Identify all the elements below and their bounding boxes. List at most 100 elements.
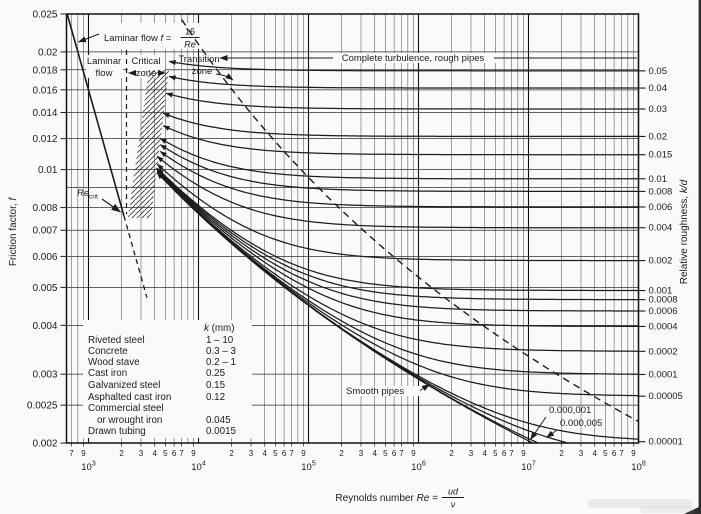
smooth-pipes-arrow <box>419 384 430 392</box>
x-decade-label: 104 <box>191 461 206 474</box>
y-right-tick-label: 0.02 <box>649 131 668 142</box>
x-minor-label: 7 <box>179 449 184 458</box>
x-minor-label: 5 <box>603 449 608 458</box>
y-left-tick-label: 0.01 <box>38 165 58 176</box>
y-right-tick-label: 0.01 <box>649 174 668 185</box>
complete-turbulence-label: Complete turbulence, rough pipes <box>342 53 485 64</box>
x-minor-label: 9 <box>81 449 86 458</box>
curve-kd-0.002 <box>156 163 639 262</box>
x-minor-label: 3 <box>139 449 144 458</box>
critical-zone-label: Critical <box>131 56 160 67</box>
critical-zone-hatch-band <box>128 70 169 218</box>
x-minor-label: 4 <box>593 449 598 458</box>
curve-kd-0.05 <box>168 60 639 72</box>
x-minor-label: 7 <box>289 449 294 458</box>
y-left-tick-label: 0.018 <box>32 65 57 76</box>
curve-kd-0.0004 <box>156 170 639 328</box>
kd-0000005-label: 0.000,005 <box>560 418 602 429</box>
laminar-zone-halo <box>86 55 123 78</box>
curve-kd-0.0006 <box>156 169 639 312</box>
curve-kd-0.03 <box>165 92 639 110</box>
x-minor-label: 3 <box>469 449 474 458</box>
curve-kd-0.001 <box>156 167 639 292</box>
x-decade-label: 108 <box>631 461 646 474</box>
x-minor-label: 2 <box>229 449 234 458</box>
scan-corner-nick <box>684 506 701 514</box>
y-left-tick-label: 0.016 <box>32 85 57 96</box>
critical-zone-label: zone <box>136 68 157 79</box>
kd-0000005-arrow <box>546 429 558 438</box>
curve-kd-0.0008 <box>156 168 639 301</box>
roughness-table-value: 0.2 – 1 <box>206 357 236 368</box>
y-left-tick-label: 0.005 <box>32 283 57 294</box>
y-right-tick-label: 0.00005 <box>649 391 683 402</box>
complete-turbulence-halo <box>330 53 496 63</box>
x-minor-label: 2 <box>119 449 124 458</box>
x-minor-label: 6 <box>282 449 287 458</box>
x-minor-label: 5 <box>493 449 498 458</box>
x-minor-label: 4 <box>263 449 268 458</box>
y-right-tick-label: 0.0004 <box>649 321 678 332</box>
x-minor-label: 3 <box>359 449 364 458</box>
curve-kd-0.02 <box>162 112 639 138</box>
roughness-table-material: Riveted steel <box>88 335 145 346</box>
smooth-pipes-label: Smooth pipes <box>346 386 404 397</box>
laminar-line <box>66 13 125 217</box>
roughness-table-halo <box>83 320 252 438</box>
x-minor-label: 3 <box>579 449 584 458</box>
transition-zone-label: zone <box>192 66 213 77</box>
fraction-denominator: Re <box>184 40 196 50</box>
transition-zone-pointer-arrow <box>215 73 234 81</box>
x-minor-label: 5 <box>383 449 388 458</box>
roughness-table-material: Cast iron <box>88 368 127 379</box>
x-minor-label: 9 <box>191 449 196 458</box>
laminar-formula-pointer-arrow <box>78 33 100 43</box>
roughness-table-material: Concrete <box>88 346 128 357</box>
y-right-tick-label: 0.0008 <box>649 295 678 306</box>
re-crit-arrow <box>101 198 121 213</box>
transition-boundary-dashed <box>181 19 639 423</box>
curve-kd-0.01 <box>159 137 639 180</box>
x-decade-label: 106 <box>411 461 426 474</box>
y-left-axis-title: Friction factor, f <box>8 197 19 267</box>
x-minor-label: 7 <box>69 449 74 458</box>
x-minor-label: 6 <box>392 449 397 458</box>
x-minor-label: 7 <box>509 449 514 458</box>
x-minor-label: 9 <box>631 449 636 458</box>
y-left-tick-label: 0.002 <box>32 439 57 450</box>
y-left-tick-label: 0.006 <box>32 252 57 263</box>
y-right-tick-label: 0.0002 <box>649 346 678 357</box>
y-right-tick-label: 0.05 <box>649 66 668 77</box>
kd-0000001-label: 0.000,001 <box>549 405 591 416</box>
curve-kd-smooth <box>156 172 533 444</box>
x-minor-label: 9 <box>521 449 526 458</box>
y-right-tick-label: 0.03 <box>649 104 668 115</box>
smooth-pipes-halo <box>344 386 421 396</box>
curve-kd-0.04 <box>168 75 639 89</box>
y-right-tick-label: 0.001 <box>649 286 673 297</box>
scan-smudge <box>588 499 692 508</box>
laminar-formula-label: Laminar flow f = <box>104 33 172 44</box>
y-left-tick-label: 0.003 <box>32 370 57 381</box>
roughness-table-header: k (mm) <box>204 323 234 334</box>
x-minor-label: 4 <box>483 449 488 458</box>
kd-0000001-arrow <box>530 416 547 440</box>
roughness-table-material: Asphalted cast iron <box>88 392 171 403</box>
y-right-tick-label: 0.015 <box>649 150 673 161</box>
y-right-tick-label: 0.004 <box>649 223 673 234</box>
roughness-table-material: Commercial steel <box>88 403 164 414</box>
roughness-table-material: Wood stave <box>88 357 140 368</box>
y-right-tick-label: 0.04 <box>649 83 668 94</box>
y-right-tick-label: 0.00001 <box>649 437 683 448</box>
curve-kd-0.006 <box>159 150 639 208</box>
x-minor-label: 6 <box>502 449 507 458</box>
fraction-numerator: 16 <box>185 27 195 37</box>
y-right-axis-title: Relative roughness, k/d <box>679 179 690 284</box>
y-left-tick-label: 0.014 <box>32 108 57 119</box>
curve-kd-0.0002 <box>156 171 639 352</box>
y-left-tick-label: 0.007 <box>32 226 57 237</box>
curve-kd-0.008 <box>159 144 639 193</box>
fraction-numerator: ud <box>448 487 459 497</box>
x-decade-label: 105 <box>301 461 316 474</box>
